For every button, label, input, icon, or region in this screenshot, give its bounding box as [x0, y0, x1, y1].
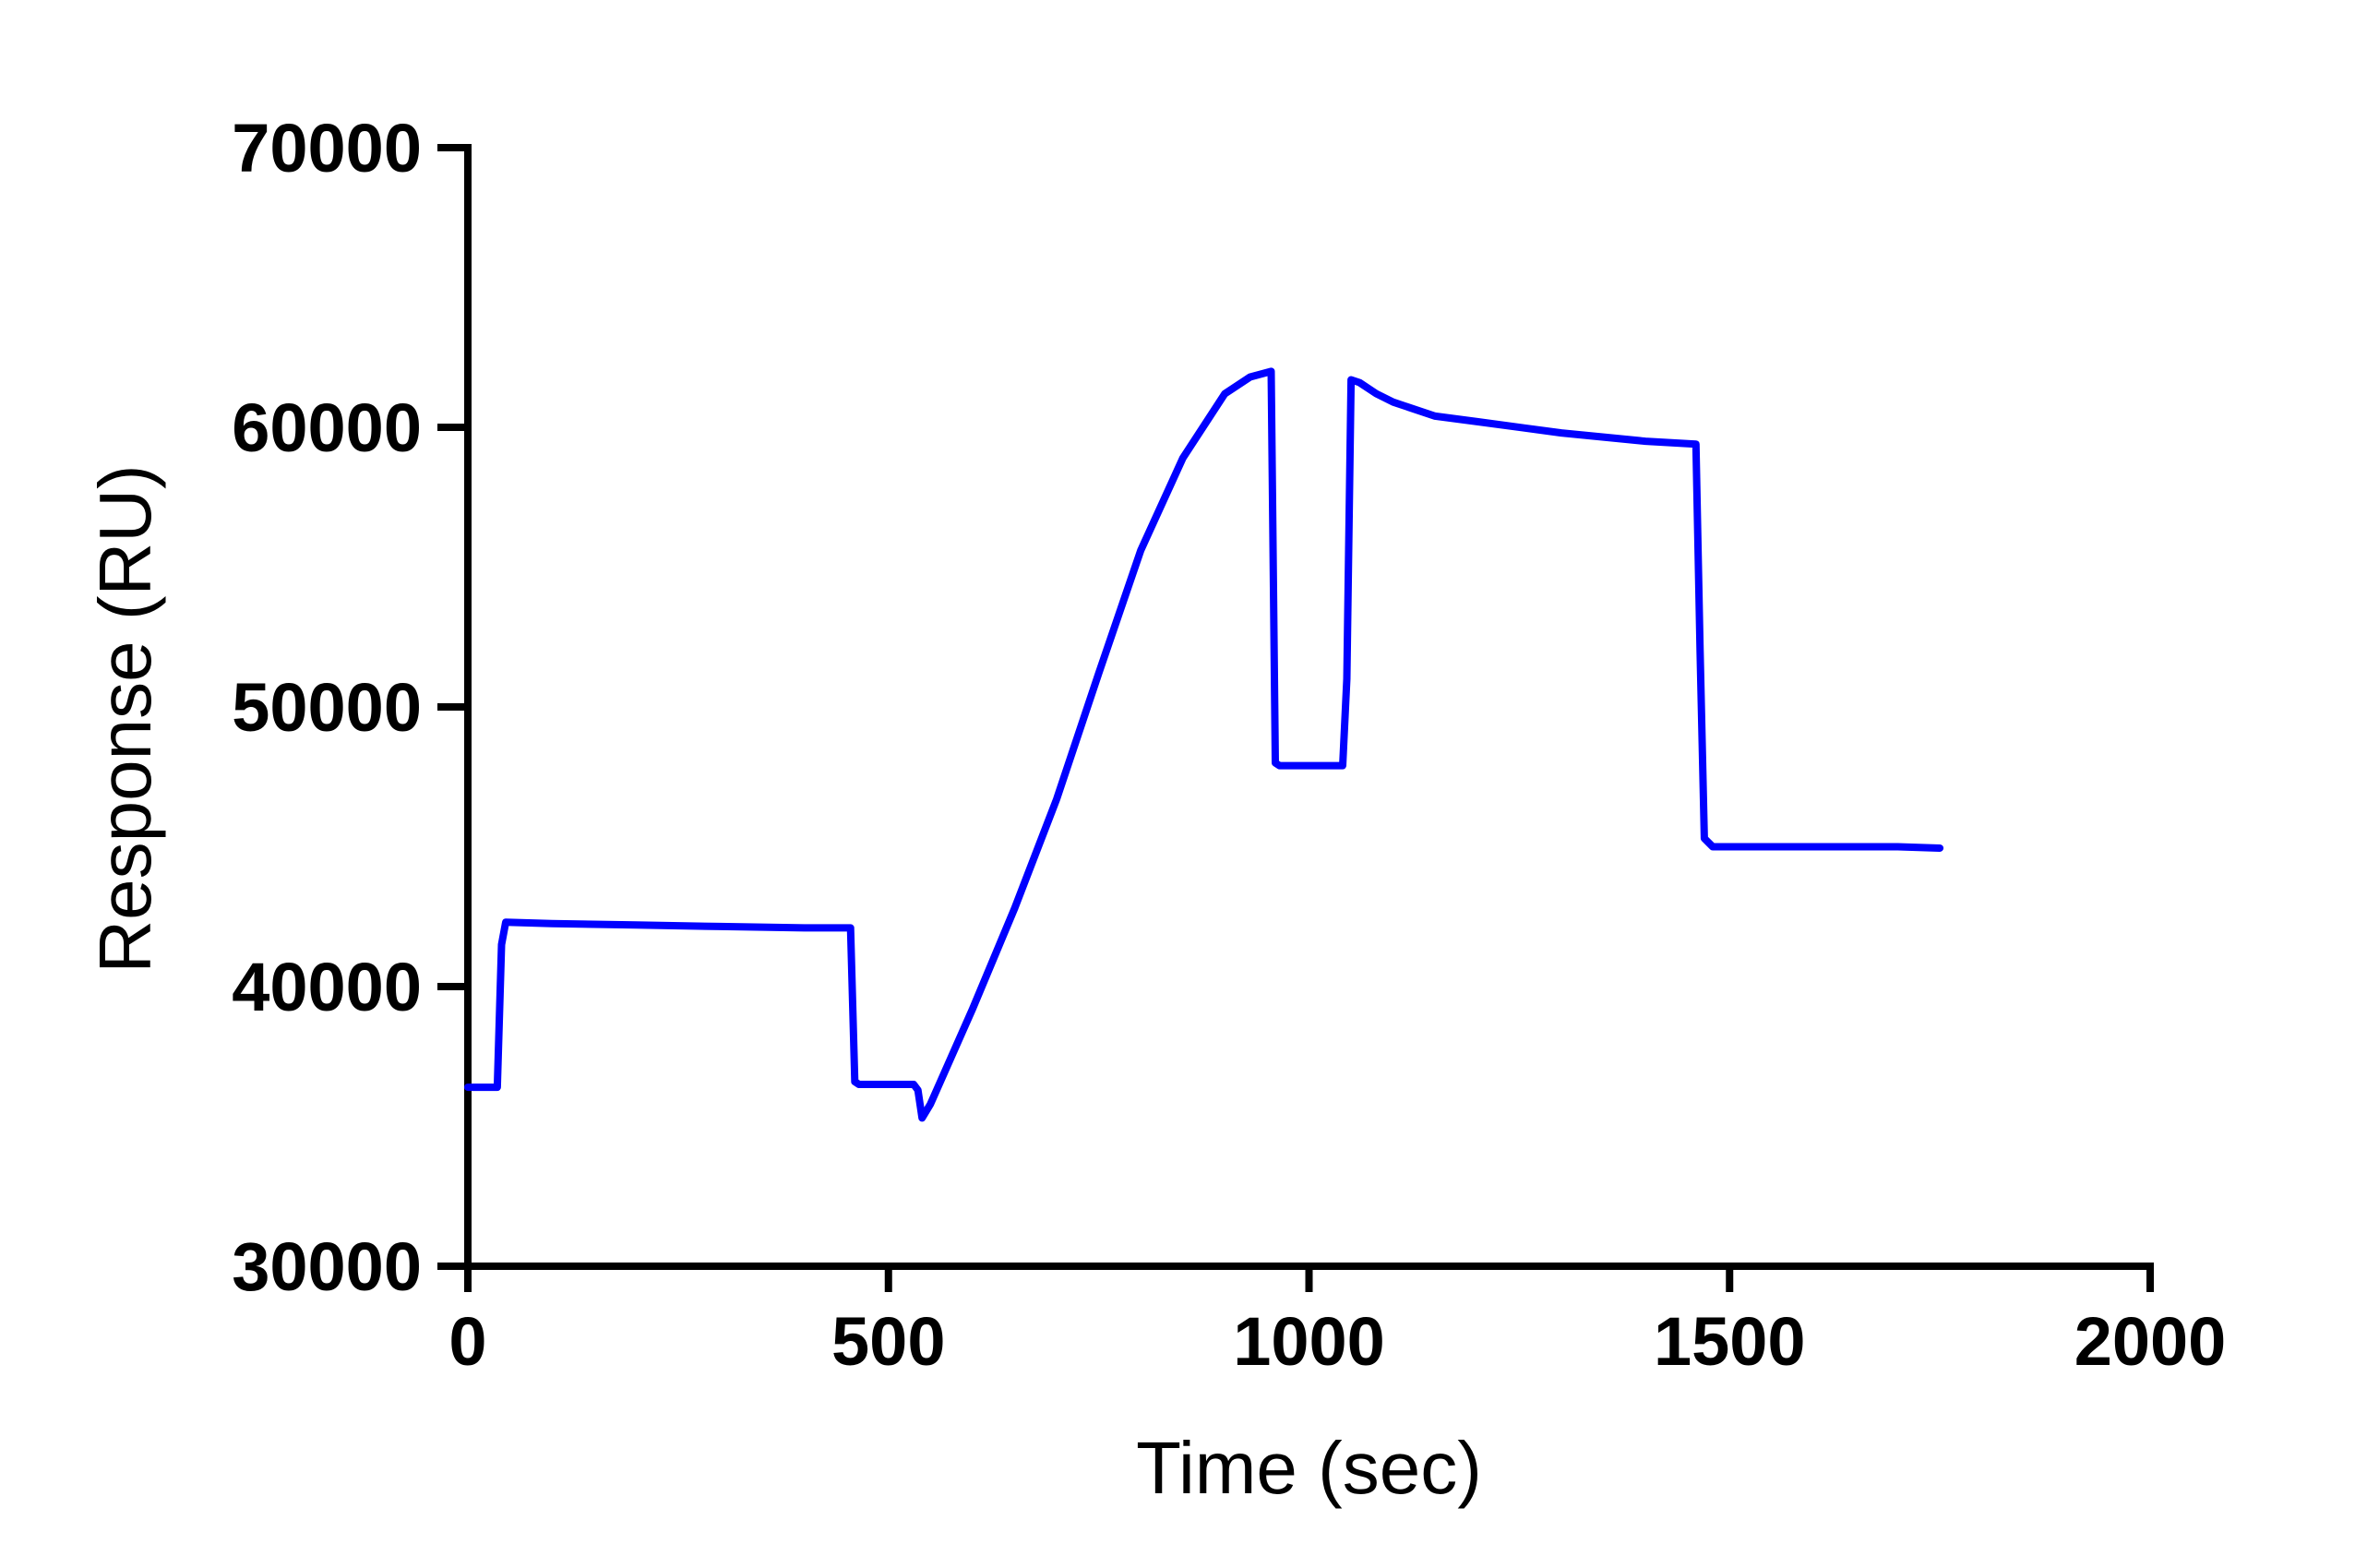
y-axis-ticks: 30000 40000 50000 60000 70000 — [232, 110, 468, 1305]
y-tick-label: 50000 — [232, 669, 422, 746]
x-tick-label: 2000 — [2074, 1303, 2227, 1380]
y-tick-label: 60000 — [232, 389, 422, 466]
x-axis-ticks: 0 500 1000 1500 2000 — [448, 1266, 2226, 1380]
y-axis-title: Response (RU) — [84, 464, 166, 973]
y-tick-label: 70000 — [232, 110, 422, 186]
x-tick-label: 500 — [831, 1303, 945, 1380]
x-tick-label: 1500 — [1654, 1303, 1806, 1380]
x-axis-title: Time (sec) — [1136, 1427, 1482, 1509]
y-tick-label: 30000 — [232, 1228, 422, 1305]
x-tick-label: 1000 — [1233, 1303, 1385, 1380]
x-tick-label: 0 — [448, 1303, 486, 1380]
series-line-response — [464, 367, 1944, 1122]
y-tick-label: 40000 — [232, 949, 422, 1025]
